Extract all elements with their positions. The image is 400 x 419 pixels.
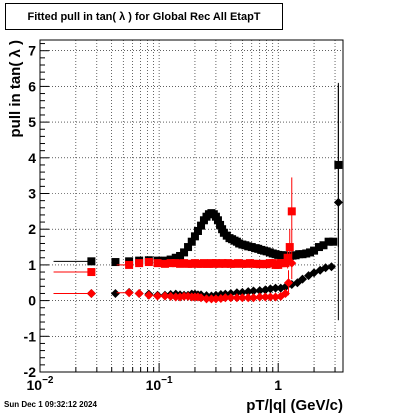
data-point-square [135, 259, 144, 268]
data-point-square [213, 216, 222, 225]
y-axis-label: pull in tan( λ ) [7, 40, 24, 138]
data-point-diamond [271, 283, 281, 293]
data-point-square [160, 259, 169, 268]
data-point-square [193, 226, 202, 235]
y-tick-label: 7 [28, 43, 36, 59]
data-point-diamond [86, 288, 96, 298]
data-point-diamond [226, 293, 236, 303]
y-tick-label: 3 [28, 186, 36, 202]
data-point-square [306, 248, 315, 257]
y-tick-label: 2 [28, 221, 36, 237]
data-point-square [153, 259, 162, 268]
data-point-square [285, 243, 294, 252]
data-point-square [187, 237, 196, 246]
data-point-square [125, 260, 134, 269]
y-tick-label: -1 [24, 328, 37, 344]
data-point-diamond [326, 262, 336, 272]
data-point-diamond [201, 294, 211, 304]
data-point-diamond [160, 291, 170, 301]
data-point-square [184, 243, 193, 252]
y-tick-label: 5 [28, 114, 36, 130]
chart-title: Fitted pull in tan( λ ) for Global Rec A… [27, 11, 261, 23]
chart-title-box: Fitted pull in tan( λ ) for Global Rec A… [5, 3, 283, 30]
data-point-square [281, 259, 290, 268]
data-point-square [180, 248, 189, 257]
data-point-diamond [255, 286, 265, 296]
plot-frame [39, 39, 344, 373]
data-point-diamond [243, 287, 253, 297]
x-tick-label: 10−2 [27, 375, 54, 393]
data-point-square [216, 220, 225, 229]
data-point-square [329, 237, 338, 246]
data-point-square [111, 258, 120, 267]
data-point-diamond [280, 288, 290, 298]
data-point-diamond [232, 293, 242, 303]
data-point-diamond [321, 263, 331, 273]
data-point-diamond [220, 293, 230, 303]
data-point-diamond [237, 287, 247, 297]
data-point-square [166, 259, 175, 268]
data-point-diamond [333, 197, 343, 207]
x-axis-label: pT/|q| (GeV/c) [246, 397, 343, 414]
datestamp: Sun Dec 1 09:32:12 2024 [4, 400, 97, 409]
data-point-diamond [248, 286, 258, 296]
data-point-diamond [134, 288, 144, 298]
x-tick-label: 1 [274, 377, 282, 393]
data-point-diamond [248, 293, 258, 303]
y-tick-label: -2 [24, 364, 37, 380]
y-tick-label: 0 [28, 293, 36, 309]
data-point-diamond [237, 293, 247, 303]
data-point-diamond [265, 292, 275, 302]
data-point-square [283, 253, 292, 262]
y-tick-label: 6 [28, 78, 36, 94]
data-point-diamond [144, 290, 154, 300]
data-point-diamond [153, 291, 163, 301]
data-point-diamond [255, 292, 265, 302]
data-point-square [310, 246, 319, 255]
data-point-diamond [260, 292, 270, 302]
data-point-diamond [243, 293, 253, 303]
data-point-diamond [232, 288, 242, 298]
x-tick-label: 10−1 [146, 375, 173, 393]
data-point-diamond [206, 294, 216, 304]
data-point-diamond [211, 294, 221, 304]
data-point-square [87, 257, 96, 266]
data-point-square [314, 243, 323, 252]
data-point-square [190, 232, 199, 241]
data-point-diamond [298, 274, 308, 284]
data-point-square [171, 259, 180, 268]
data-point-diamond [110, 288, 120, 298]
data-point-square [197, 221, 206, 230]
data-point-square [144, 258, 153, 267]
data-point-diamond [283, 278, 293, 288]
data-point-square [171, 253, 180, 262]
data-point-square [324, 237, 333, 246]
y-tick-label: 4 [28, 150, 36, 166]
y-tick-label: 1 [28, 257, 36, 273]
data-point-square [287, 207, 296, 216]
data-point-diamond [124, 288, 134, 298]
data-point-square [319, 241, 328, 250]
data-point-square [87, 268, 96, 277]
data-point-diamond [287, 258, 297, 268]
data-point-square [234, 259, 243, 268]
